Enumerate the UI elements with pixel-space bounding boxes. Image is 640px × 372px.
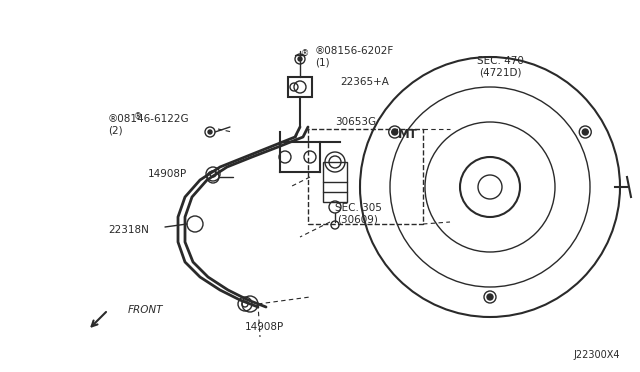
Bar — [288, 77, 312, 97]
Text: 14908P: 14908P — [148, 169, 188, 179]
Text: 30653G: 30653G — [335, 117, 376, 127]
Circle shape — [487, 294, 493, 300]
Circle shape — [582, 129, 588, 135]
Text: ®08156-6202F
(1): ®08156-6202F (1) — [315, 46, 394, 68]
Text: 22318N: 22318N — [108, 225, 149, 235]
Text: ®08146-6122G
(2): ®08146-6122G (2) — [108, 114, 189, 136]
Text: SEC. 470
(4721D): SEC. 470 (4721D) — [477, 56, 524, 78]
Text: ®: ® — [301, 49, 309, 58]
Bar — [323, 162, 347, 202]
Text: SEC. 305
(30609): SEC. 305 (30609) — [335, 203, 381, 225]
Circle shape — [208, 130, 212, 134]
Text: 14908P: 14908P — [245, 322, 284, 332]
Circle shape — [392, 129, 397, 135]
Text: 22365+A: 22365+A — [340, 77, 389, 87]
Text: J22300X4: J22300X4 — [573, 350, 620, 360]
Text: MT: MT — [398, 128, 418, 141]
Bar — [308, 129, 423, 224]
Text: ®: ® — [134, 112, 142, 122]
Text: FRONT: FRONT — [128, 305, 163, 315]
Circle shape — [298, 57, 302, 61]
